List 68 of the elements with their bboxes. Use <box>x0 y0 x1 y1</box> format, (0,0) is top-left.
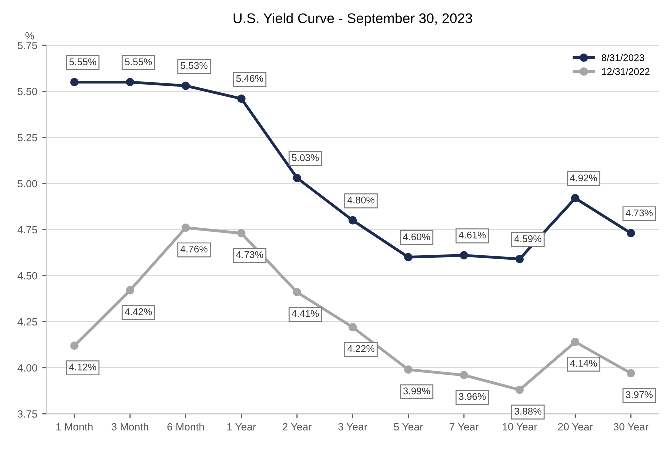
text: 5.25 <box>18 134 38 142</box>
x-tick-label: 3 Year <box>338 423 368 431</box>
point <box>126 78 134 87</box>
point <box>182 224 190 232</box>
point <box>626 369 636 378</box>
data-label: 3.97% <box>626 391 653 398</box>
data-label: 4.73% <box>626 210 653 217</box>
text: 4.25 <box>18 318 38 326</box>
text: 5.50 <box>18 88 38 96</box>
text: 3.75 <box>18 410 38 418</box>
point <box>404 366 413 374</box>
data-label: 5.55% <box>125 58 152 66</box>
point <box>626 229 636 238</box>
point <box>404 253 413 262</box>
x-tick-label: 6 Month <box>168 423 204 431</box>
legend-label: 12/31/2022 <box>602 68 650 76</box>
x-tick-label: 3 Month <box>112 423 148 431</box>
data-label: 3.88% <box>514 408 542 415</box>
y-axis-title: % <box>26 32 34 40</box>
x-tick-label: 30 Year <box>614 423 649 431</box>
point <box>516 386 524 394</box>
x-tick-label: 5 Year <box>394 423 424 431</box>
point <box>70 78 79 87</box>
text: 5.75 <box>18 42 38 50</box>
data-label: 4.22% <box>348 345 375 352</box>
point <box>237 94 246 104</box>
point <box>348 216 358 225</box>
x-tick-label: 2 Year <box>282 423 312 431</box>
data-label: 4.42% <box>125 308 152 316</box>
x-tick-label: 7 Year <box>450 423 479 431</box>
point <box>182 82 190 90</box>
text: 4.50 <box>18 272 38 280</box>
point <box>571 194 580 203</box>
point <box>571 338 580 346</box>
text: 5.00 <box>18 180 38 188</box>
x-tick-label: 20 Year <box>558 423 593 431</box>
point <box>516 255 524 264</box>
x-tick-label: 10 Year <box>502 423 538 431</box>
point <box>126 286 134 295</box>
data-label: 4.14% <box>570 360 598 367</box>
text: 4.00 <box>18 364 38 372</box>
point <box>460 251 468 260</box>
legend-label: 8/31/2023 <box>602 54 644 62</box>
point <box>293 174 302 182</box>
point <box>348 323 358 332</box>
data-label: 5.53% <box>180 62 208 70</box>
data-label: 5.55% <box>70 58 96 66</box>
point <box>237 229 246 238</box>
data-label: 4.12% <box>69 364 96 371</box>
data-label: 4.76% <box>180 246 208 253</box>
data-label: 4.60% <box>403 234 430 241</box>
point <box>460 371 468 380</box>
x-tick-label: 1 Year <box>228 423 256 431</box>
text: 4.75 <box>18 226 38 234</box>
data-label: 4.73% <box>236 251 264 258</box>
data-label: 4.41% <box>292 310 320 318</box>
x-tick-label: 1 Month <box>56 423 93 431</box>
data-label: 5.03% <box>292 154 320 162</box>
data-label: 4.92% <box>570 174 598 182</box>
point <box>293 288 302 297</box>
point <box>70 342 79 350</box>
data-label: 4.80% <box>348 196 375 204</box>
data-label: 3.96% <box>459 393 486 400</box>
data-label: 4.61% <box>458 232 486 239</box>
data-label: 3.99% <box>403 388 430 395</box>
data-label: 5.46% <box>236 75 264 82</box>
data-label: 4.59% <box>514 236 542 242</box>
chart-title: U.S. Yield Curve - September 30, 2023 <box>234 13 472 26</box>
